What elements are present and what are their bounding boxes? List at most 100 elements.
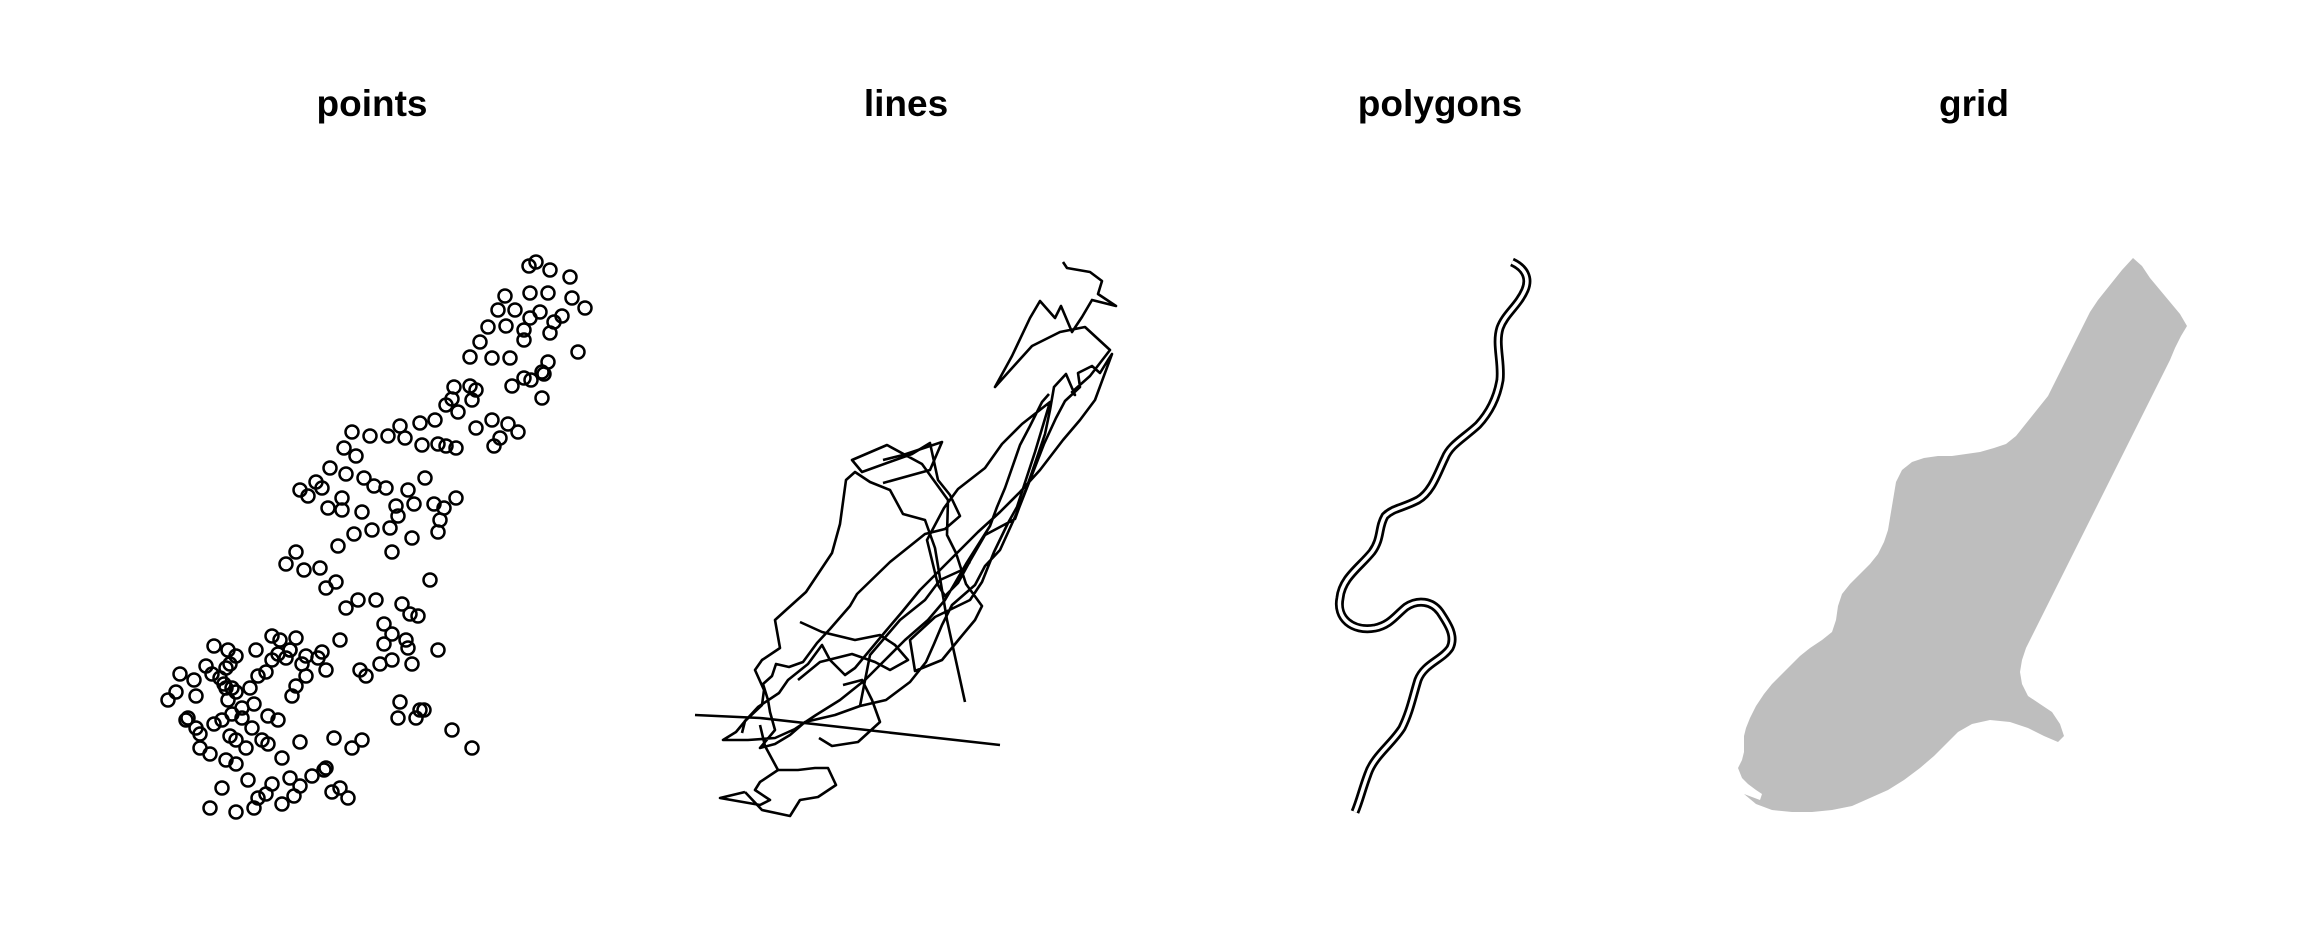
point-marker [188, 688, 204, 704]
panel-title-polygons: polygons [1357, 83, 1523, 124]
point-marker [292, 778, 308, 794]
point-marker [354, 504, 370, 520]
point-marker [318, 580, 334, 596]
point-marker [380, 428, 396, 444]
point-marker [178, 712, 194, 728]
point-marker [504, 378, 520, 394]
point-marker [536, 366, 552, 382]
point-marker [422, 572, 438, 588]
point-marker [218, 660, 234, 676]
point-marker [244, 720, 260, 736]
point-marker [242, 680, 258, 696]
line-path [818, 678, 882, 748]
point-marker [498, 318, 514, 334]
point-marker [534, 364, 550, 380]
point-marker [292, 734, 308, 750]
point-marker [388, 498, 404, 514]
point-marker [344, 740, 360, 756]
point-marker [564, 290, 580, 306]
point-marker [450, 404, 466, 420]
point-marker [542, 262, 558, 278]
point-marker [346, 526, 362, 542]
point-marker [246, 696, 262, 712]
point-marker [350, 592, 366, 608]
point-marker [282, 642, 298, 658]
point-marker [390, 508, 406, 524]
panel-title-lines: lines [863, 83, 949, 124]
point-marker [540, 285, 556, 301]
point-marker [326, 730, 342, 746]
point-marker [378, 480, 394, 496]
point-marker [398, 632, 414, 648]
point-marker [202, 800, 218, 816]
point-marker [318, 760, 334, 776]
point-marker [344, 424, 360, 440]
point-marker [172, 666, 188, 682]
point-marker [480, 319, 496, 335]
point-marker [228, 684, 244, 700]
point-marker [332, 632, 348, 648]
point-marker [402, 606, 418, 622]
point-marker [417, 470, 433, 486]
point-marker [222, 728, 238, 744]
point-marker [507, 302, 523, 318]
point-marker [516, 322, 532, 338]
point-marker [338, 466, 354, 482]
point-marker [384, 544, 400, 560]
point-marker [384, 626, 400, 642]
point-marker [238, 740, 254, 756]
point-marker [400, 640, 416, 656]
line-path [797, 620, 910, 682]
point-marker [310, 650, 326, 666]
point-marker [246, 800, 262, 816]
point-marker [382, 520, 398, 536]
point-marker [427, 412, 443, 428]
point-marker [322, 460, 338, 476]
point-marker [274, 750, 290, 766]
panel-title-points: points [316, 83, 428, 124]
point-marker [356, 470, 372, 486]
point-marker [332, 780, 348, 796]
point-marker [282, 770, 298, 786]
point-marker [500, 416, 516, 432]
point-marker [400, 482, 416, 498]
point-marker [234, 710, 250, 726]
point-marker [160, 692, 176, 708]
point-marker [394, 596, 410, 612]
point-marker [497, 288, 513, 304]
point-marker [270, 712, 286, 728]
point-marker [296, 562, 312, 578]
point-marker [320, 500, 336, 516]
point-marker [430, 436, 446, 452]
point-marker [278, 556, 294, 572]
point-marker [206, 716, 222, 732]
point-marker [288, 630, 304, 646]
point-marker [448, 440, 464, 456]
point-marker [330, 538, 346, 554]
point-marker [316, 762, 332, 778]
point-marker [554, 308, 570, 324]
line-path [858, 561, 971, 707]
point-marker [468, 420, 484, 436]
point-marker [438, 397, 454, 413]
point-marker [180, 710, 196, 726]
point-marker [204, 666, 220, 682]
point-marker [430, 524, 446, 540]
point-marker [406, 496, 422, 512]
point-marker [250, 668, 266, 684]
point-marker [324, 784, 340, 800]
point-marker [490, 302, 506, 318]
line-path [694, 713, 1001, 747]
point-marker [278, 650, 294, 666]
point-marker [464, 740, 480, 756]
point-marker [462, 349, 478, 365]
point-marker [368, 592, 384, 608]
point-marker [188, 720, 204, 736]
line-path [721, 261, 1118, 750]
point-marker [448, 490, 464, 506]
point-marker [274, 796, 290, 812]
point-marker [534, 390, 550, 406]
point-marker [390, 710, 406, 726]
point-marker [258, 786, 274, 802]
